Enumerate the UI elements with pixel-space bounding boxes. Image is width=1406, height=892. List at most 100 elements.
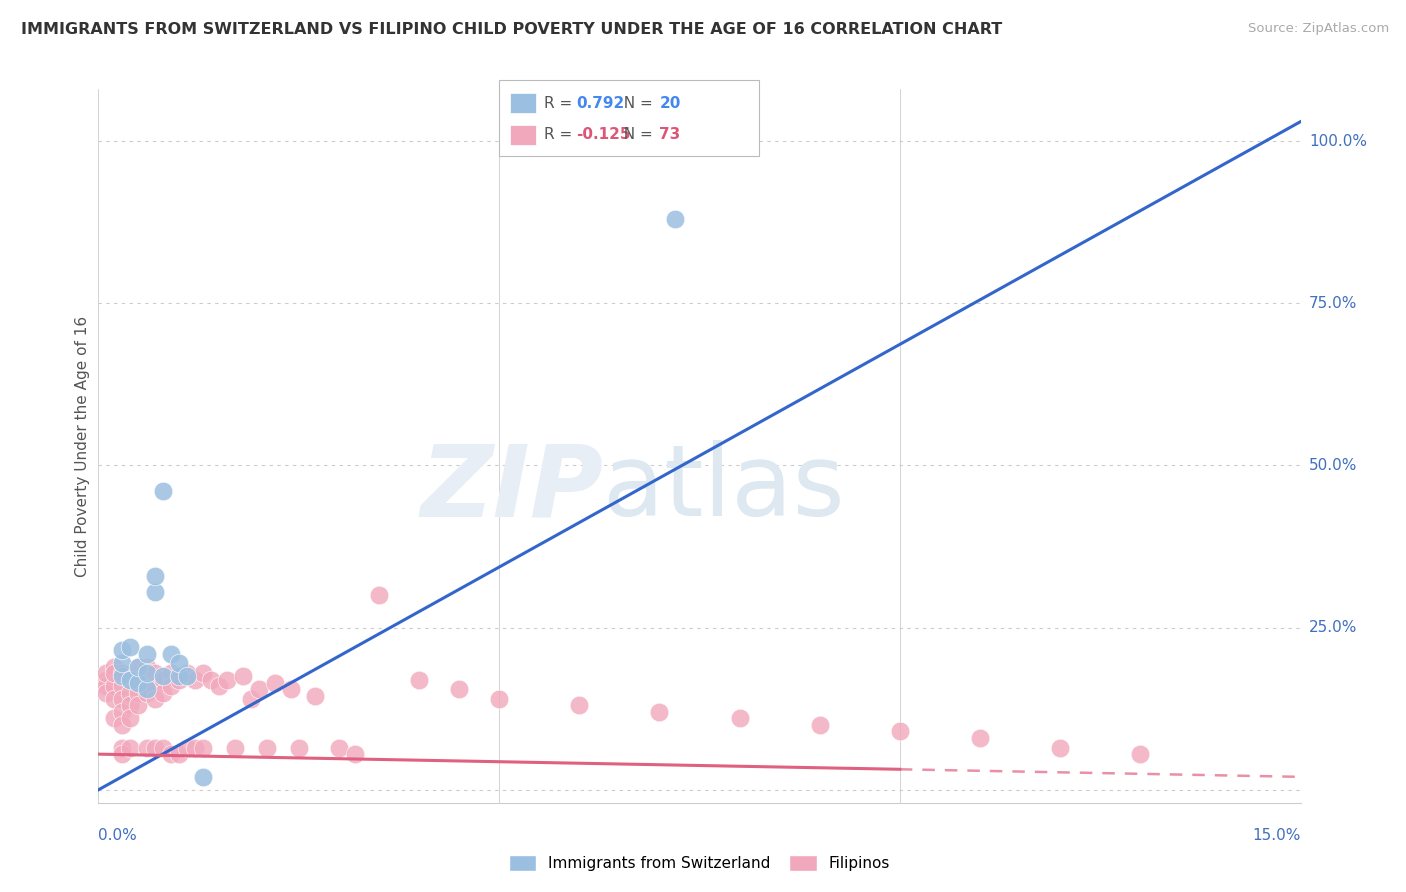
Text: 100.0%: 100.0% xyxy=(1309,134,1367,149)
Point xyxy=(120,673,142,687)
Y-axis label: Child Poverty Under the Age of 16: Child Poverty Under the Age of 16 xyxy=(75,316,90,576)
Point xyxy=(111,643,134,657)
Point xyxy=(111,657,134,671)
Point xyxy=(128,675,150,690)
Point xyxy=(103,666,125,681)
Point xyxy=(111,692,134,706)
Point xyxy=(111,740,134,755)
Point xyxy=(135,673,157,687)
Point xyxy=(191,770,214,784)
Point xyxy=(111,747,134,761)
Text: 75.0%: 75.0% xyxy=(1309,296,1357,310)
Text: ZIP: ZIP xyxy=(420,441,603,537)
Point xyxy=(191,666,214,681)
Text: 50.0%: 50.0% xyxy=(1309,458,1357,473)
Point xyxy=(143,568,166,582)
Point xyxy=(103,659,125,673)
Text: 0.792: 0.792 xyxy=(576,95,624,111)
Point xyxy=(135,666,157,681)
Point xyxy=(96,679,118,693)
Point xyxy=(152,673,174,687)
Point xyxy=(128,673,150,687)
Point xyxy=(120,711,142,725)
Legend: Immigrants from Switzerland, Filipinos: Immigrants from Switzerland, Filipinos xyxy=(502,849,897,877)
Point xyxy=(128,659,150,673)
Point xyxy=(135,685,157,699)
Point xyxy=(111,705,134,719)
Point xyxy=(128,698,150,713)
Point xyxy=(1049,740,1071,755)
Point xyxy=(969,731,991,745)
Point xyxy=(889,724,911,739)
Point xyxy=(183,740,205,755)
Point xyxy=(135,659,157,673)
Point xyxy=(128,659,150,673)
Point xyxy=(728,711,751,725)
Point xyxy=(664,211,686,226)
Text: Source: ZipAtlas.com: Source: ZipAtlas.com xyxy=(1249,22,1389,36)
Point xyxy=(343,747,366,761)
Point xyxy=(568,698,591,713)
Point xyxy=(200,673,222,687)
Point xyxy=(328,740,350,755)
Point xyxy=(111,718,134,732)
Point xyxy=(408,673,430,687)
Text: atlas: atlas xyxy=(603,441,845,537)
Point xyxy=(111,679,134,693)
Text: 25.0%: 25.0% xyxy=(1309,620,1357,635)
Point xyxy=(159,747,181,761)
Point xyxy=(167,673,190,687)
Point xyxy=(1129,747,1152,761)
Point xyxy=(143,585,166,599)
Point xyxy=(103,692,125,706)
Point xyxy=(135,740,157,755)
Text: 73: 73 xyxy=(659,128,681,143)
Point xyxy=(111,669,134,683)
Point xyxy=(152,740,174,755)
Point xyxy=(152,484,174,499)
Point xyxy=(176,669,198,683)
Point xyxy=(808,718,831,732)
Point xyxy=(128,685,150,699)
Point xyxy=(447,682,470,697)
Text: 0.0%: 0.0% xyxy=(98,828,138,843)
Point xyxy=(176,666,198,681)
Point xyxy=(239,692,262,706)
Point xyxy=(191,740,214,755)
Point xyxy=(143,692,166,706)
Point xyxy=(152,685,174,699)
Point xyxy=(488,692,510,706)
Point xyxy=(159,679,181,693)
Point xyxy=(648,705,671,719)
Point xyxy=(120,698,142,713)
Text: N =: N = xyxy=(614,95,658,111)
Point xyxy=(159,666,181,681)
Point xyxy=(120,640,142,654)
Point xyxy=(159,647,181,661)
Text: 15.0%: 15.0% xyxy=(1253,828,1301,843)
Point xyxy=(183,673,205,687)
Point xyxy=(224,740,246,755)
Point xyxy=(96,666,118,681)
Point xyxy=(103,711,125,725)
Text: -0.125: -0.125 xyxy=(576,128,631,143)
Text: 20: 20 xyxy=(659,95,681,111)
Point xyxy=(263,675,285,690)
Point xyxy=(120,685,142,699)
Text: IMMIGRANTS FROM SWITZERLAND VS FILIPINO CHILD POVERTY UNDER THE AGE OF 16 CORREL: IMMIGRANTS FROM SWITZERLAND VS FILIPINO … xyxy=(21,22,1002,37)
Point xyxy=(232,669,254,683)
Point xyxy=(135,647,157,661)
Point xyxy=(215,673,238,687)
Point xyxy=(208,679,231,693)
Point xyxy=(247,682,270,697)
Point xyxy=(280,682,302,697)
Point xyxy=(135,682,157,697)
Point xyxy=(96,673,118,687)
Point xyxy=(288,740,311,755)
Point xyxy=(256,740,278,755)
Point xyxy=(167,669,190,683)
Point xyxy=(152,669,174,683)
Point xyxy=(143,666,166,681)
Text: R =: R = xyxy=(544,128,578,143)
Point xyxy=(111,666,134,681)
